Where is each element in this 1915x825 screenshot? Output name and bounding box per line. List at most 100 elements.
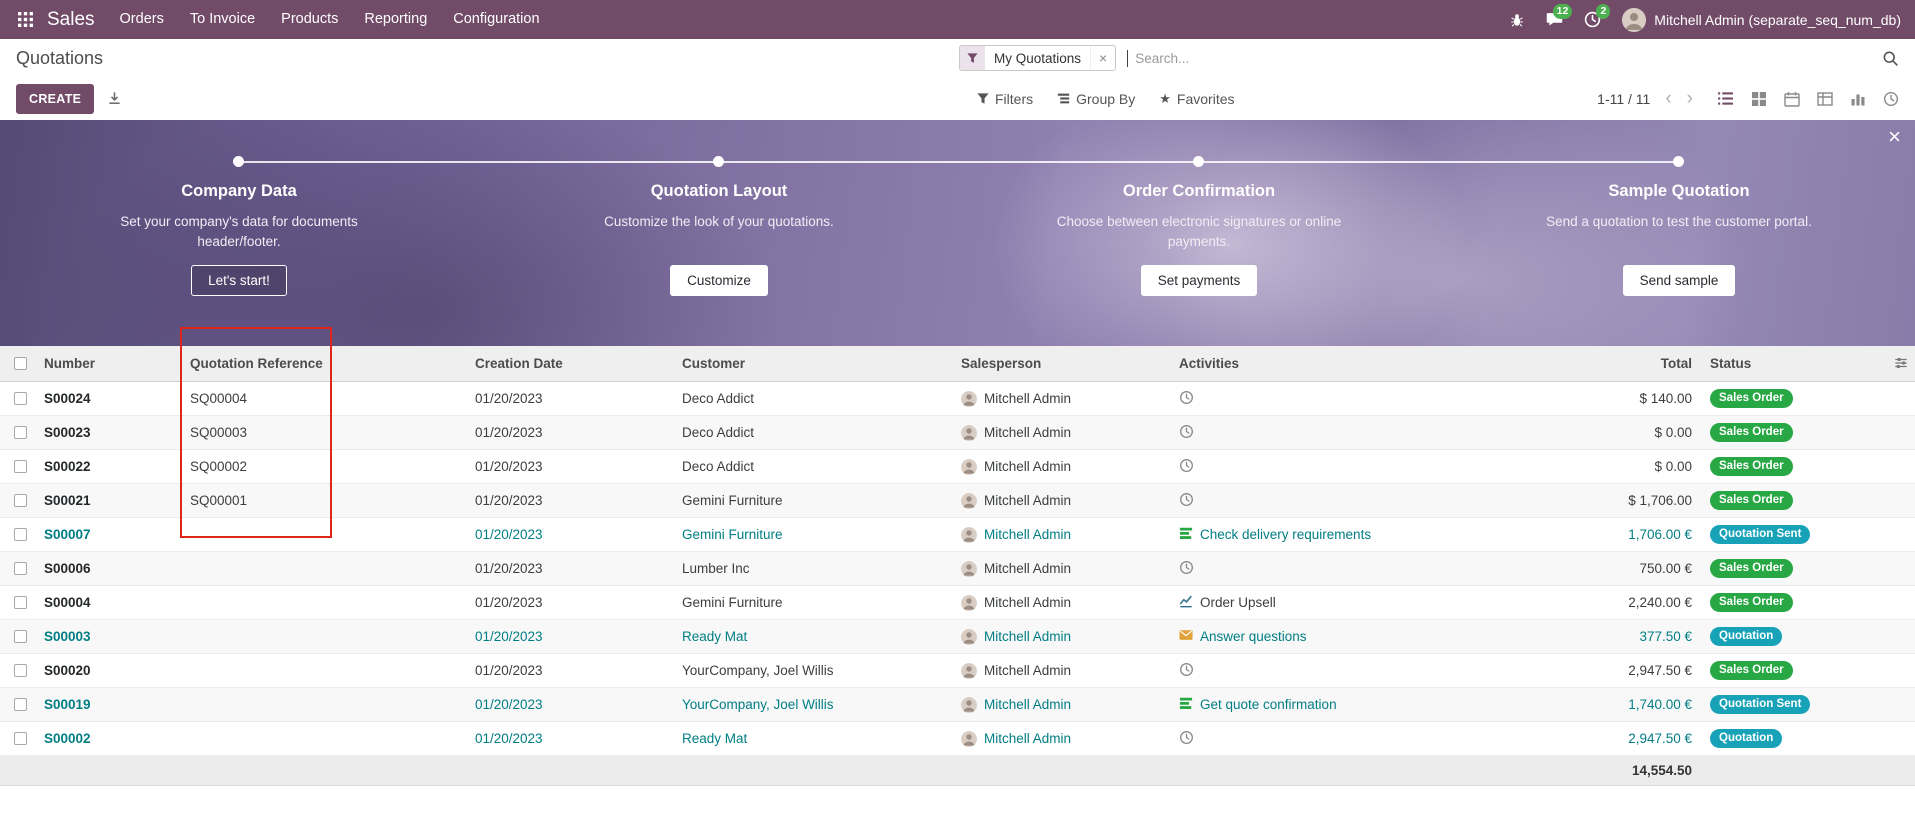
cell-activities[interactable]: Order Upsell	[1175, 594, 1520, 611]
view-pivot-icon[interactable]	[1817, 91, 1833, 107]
customize-button[interactable]: Customize	[670, 265, 768, 296]
activity-chart-icon[interactable]	[1179, 594, 1193, 611]
menu-products[interactable]: Products	[281, 11, 339, 27]
banner-close-icon[interactable]: ×	[1888, 124, 1901, 149]
salesperson-avatar	[961, 458, 977, 475]
view-activity-icon[interactable]	[1883, 91, 1899, 107]
header-customer[interactable]: Customer	[682, 356, 746, 371]
control-panel-top: Quotations My Quotations × Search...	[0, 39, 1915, 77]
row-checkbox[interactable]	[13, 664, 27, 677]
cell-activities[interactable]	[1175, 390, 1520, 408]
send-sample-button[interactable]: Send sample	[1622, 265, 1736, 296]
select-all-checkbox[interactable]	[13, 357, 27, 370]
set-payments-button[interactable]: Set payments	[1140, 265, 1258, 296]
filters-button[interactable]: Filters	[977, 91, 1033, 107]
activity-text: Check delivery requirements	[1200, 527, 1372, 542]
table-row[interactable]: S00004 01/20/2023 Gemini Furniture Mitch…	[0, 586, 1915, 620]
view-calendar-icon[interactable]	[1784, 91, 1800, 107]
activity-clock-icon[interactable]	[1179, 560, 1194, 578]
row-checkbox[interactable]	[13, 460, 27, 473]
row-checkbox[interactable]	[13, 426, 27, 439]
salesperson-name: Mitchell Admin	[984, 595, 1072, 610]
cell-creation-date: 01/20/2023	[475, 391, 543, 406]
activity-clock-icon[interactable]	[1179, 390, 1194, 408]
group-by-button[interactable]: Group By	[1057, 91, 1135, 107]
user-menu[interactable]: Mitchell Admin (separate_seq_num_db)	[1622, 7, 1901, 32]
menu-to-invoice[interactable]: To Invoice	[189, 11, 256, 27]
view-kanban-icon[interactable]	[1751, 91, 1767, 107]
cell-activities[interactable]	[1175, 492, 1520, 510]
header-activities[interactable]: Activities	[1179, 356, 1240, 371]
header-total[interactable]: Total	[1660, 356, 1692, 371]
pager-prev-icon[interactable]: ‹	[1665, 88, 1672, 109]
timeline-dot	[1193, 156, 1204, 167]
cell-activities[interactable]	[1175, 730, 1520, 748]
activities-icon[interactable]: 2	[1584, 4, 1611, 28]
activity-tasks-icon[interactable]	[1179, 526, 1193, 543]
cell-activities[interactable]: Get quote confirmation	[1175, 696, 1520, 713]
cell-activities[interactable]: Answer questions	[1175, 628, 1520, 645]
header-quotation-reference[interactable]: Quotation Reference	[190, 356, 323, 371]
header-status[interactable]: Status	[1710, 356, 1752, 371]
cell-activities[interactable]	[1175, 560, 1520, 578]
salesperson-name: Mitchell Admin	[984, 527, 1072, 542]
table-row[interactable]: S00002 01/20/2023 Ready Mat Mitchell Adm…	[0, 722, 1915, 756]
cell-activities[interactable]: Check delivery requirements	[1175, 526, 1520, 543]
search-icon[interactable]	[1882, 50, 1899, 67]
app-brand[interactable]: Sales	[47, 8, 95, 30]
favorites-button[interactable]: ★ Favorites	[1159, 90, 1235, 107]
search-facet[interactable]: My Quotations ×	[959, 45, 1117, 71]
salesperson-avatar	[961, 594, 977, 611]
view-list-icon[interactable]	[1717, 90, 1734, 107]
facet-remove-icon[interactable]: ×	[1090, 46, 1115, 70]
row-checkbox[interactable]	[13, 528, 27, 541]
row-checkbox[interactable]	[13, 494, 27, 507]
row-checkbox[interactable]	[13, 596, 27, 609]
table-row[interactable]: S00020 01/20/2023 YourCompany, Joel Will…	[0, 654, 1915, 688]
activity-clock-icon[interactable]	[1179, 730, 1194, 748]
lets-start-button[interactable]: Let's start!	[191, 265, 287, 296]
activity-envelope-icon[interactable]	[1179, 628, 1193, 645]
table-row[interactable]: S00019 01/20/2023 YourCompany, Joel Will…	[0, 688, 1915, 722]
search-input[interactable]: My Quotations × Search...	[947, 45, 1899, 71]
menu-configuration[interactable]: Configuration	[453, 11, 540, 27]
debug-icon[interactable]	[1509, 12, 1525, 28]
pager-next-icon[interactable]: ›	[1686, 88, 1693, 109]
cell-activities[interactable]	[1175, 458, 1520, 476]
table-row[interactable]: S00023 SQ00003 01/20/2023 Deco Addict Mi…	[0, 416, 1915, 450]
apps-grid-icon[interactable]	[14, 12, 37, 27]
row-checkbox[interactable]	[13, 698, 27, 711]
menu-orders[interactable]: Orders	[119, 11, 164, 27]
view-graph-icon[interactable]	[1850, 91, 1866, 107]
table-row[interactable]: S00024 SQ00004 01/20/2023 Deco Addict Mi…	[0, 382, 1915, 416]
header-creation-date[interactable]: Creation Date	[475, 356, 563, 371]
table-row[interactable]: S00003 01/20/2023 Ready Mat Mitchell Adm…	[0, 620, 1915, 654]
export-icon[interactable]	[107, 91, 122, 106]
activity-clock-icon[interactable]	[1179, 424, 1194, 442]
table-row[interactable]: S00021 SQ00001 01/20/2023 Gemini Furnitu…	[0, 484, 1915, 518]
header-salesperson[interactable]: Salesperson	[961, 356, 1042, 371]
cell-salesperson: Mitchell Admin	[957, 526, 1175, 543]
row-checkbox[interactable]	[13, 732, 27, 745]
optional-columns-icon[interactable]	[1894, 356, 1908, 370]
activity-clock-icon[interactable]	[1179, 662, 1194, 680]
menu-reporting[interactable]: Reporting	[364, 11, 428, 27]
cell-creation-date: 01/20/2023	[475, 663, 543, 678]
cell-creation-date: 01/20/2023	[475, 697, 543, 712]
table-row[interactable]: S00007 01/20/2023 Gemini Furniture Mitch…	[0, 518, 1915, 552]
messages-icon[interactable]: 12	[1546, 4, 1573, 28]
table-row[interactable]: S00022 SQ00002 01/20/2023 Deco Addict Mi…	[0, 450, 1915, 484]
activity-tasks-icon[interactable]	[1179, 696, 1193, 713]
row-checkbox[interactable]	[13, 392, 27, 405]
row-checkbox[interactable]	[13, 562, 27, 575]
cell-salesperson: Mitchell Admin	[957, 458, 1175, 475]
cell-activities[interactable]	[1175, 662, 1520, 680]
create-button[interactable]: CREATE	[16, 83, 95, 114]
row-checkbox[interactable]	[13, 630, 27, 643]
cell-total: 750.00 €	[1639, 561, 1692, 576]
activity-clock-icon[interactable]	[1179, 492, 1194, 510]
header-number[interactable]: Number	[44, 356, 96, 371]
cell-activities[interactable]	[1175, 424, 1520, 442]
table-row[interactable]: S00006 01/20/2023 Lumber Inc Mitchell Ad…	[0, 552, 1915, 586]
activity-clock-icon[interactable]	[1179, 458, 1194, 476]
